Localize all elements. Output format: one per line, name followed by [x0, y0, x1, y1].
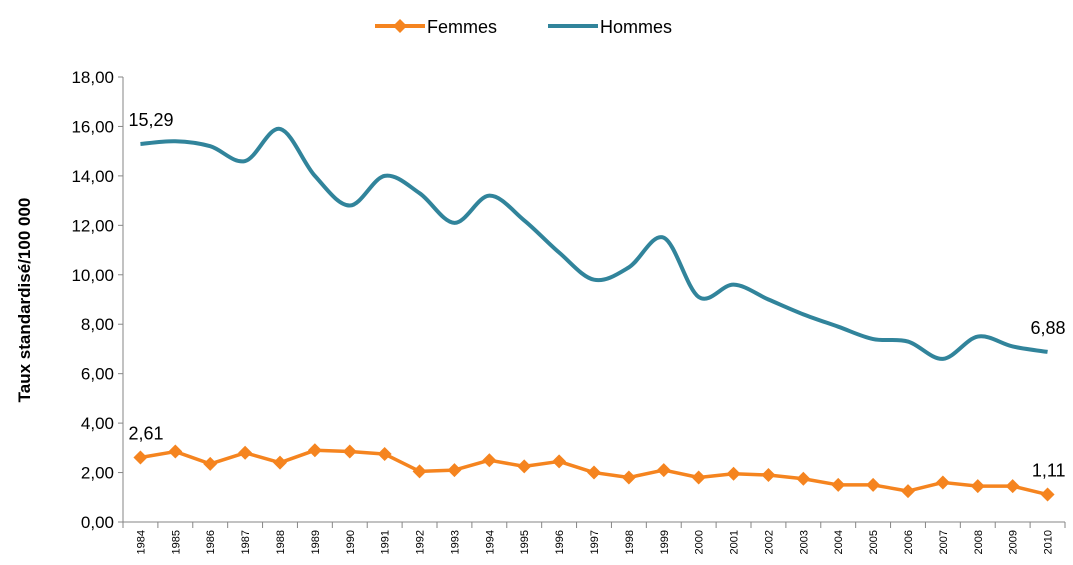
point: [447, 463, 462, 478]
x-tick-label: 1998: [624, 530, 636, 554]
x-tick-label: 1986: [205, 530, 217, 554]
y-tick-label: 18,00: [71, 68, 114, 87]
x-tick-label: 1987: [240, 530, 252, 554]
y-tick-label: 0,00: [81, 513, 114, 532]
point: [552, 454, 567, 469]
y-tick-label: 14,00: [71, 167, 114, 186]
x-tick-label: 1996: [554, 530, 566, 554]
y-tick-label: 8,00: [81, 315, 114, 334]
point: [587, 465, 601, 480]
x-tick-label: 2009: [1008, 530, 1020, 554]
point: [761, 468, 776, 483]
legend-label: Hommes: [600, 17, 672, 37]
point: [726, 466, 741, 481]
y-tick-label: 12,00: [71, 216, 114, 235]
point: [238, 445, 253, 460]
x-tick-label: 2002: [763, 530, 775, 554]
x-tick-label: 2001: [729, 530, 741, 554]
x-tick-label: 1993: [449, 530, 461, 554]
point: [482, 453, 497, 468]
x-tick-label: 1989: [310, 530, 322, 554]
x-tick-label: 1985: [170, 530, 182, 554]
data-label: 1,11: [1032, 461, 1066, 481]
x-tick-label: 2007: [938, 530, 950, 554]
point: [831, 477, 846, 492]
point: [866, 477, 881, 492]
x-tick-label: 2005: [868, 530, 880, 554]
y-tick-label: 6,00: [81, 365, 114, 384]
y-tick-label: 2,00: [81, 464, 114, 483]
y-axis-label: Taux standardisé/100 000: [15, 198, 34, 403]
x-tick-label: 2004: [833, 530, 845, 554]
x-tick-label: 2006: [903, 530, 915, 554]
y-tick-label: 4,00: [81, 414, 114, 433]
point: [901, 484, 915, 499]
point: [307, 443, 322, 458]
point: [377, 447, 392, 462]
point: [168, 444, 183, 459]
series-line: [140, 126, 1048, 361]
x-tick-label: 2008: [973, 530, 985, 554]
x-tick-label: 1995: [519, 530, 531, 554]
point: [273, 455, 287, 470]
x-tick-label: 2003: [798, 530, 810, 554]
data-label: 2,61: [128, 423, 163, 443]
point: [133, 450, 148, 465]
x-tick-label: 2000: [694, 530, 706, 554]
x-tick-label: 1994: [484, 530, 496, 554]
legend-marker: [393, 19, 407, 33]
data-label: 6,88: [1031, 318, 1066, 338]
y-tick-label: 16,00: [71, 117, 114, 136]
point: [656, 463, 671, 478]
point: [1040, 487, 1055, 502]
point: [342, 444, 357, 459]
point: [935, 475, 950, 490]
point: [796, 471, 811, 486]
x-tick-label: 2010: [1043, 530, 1055, 554]
x-tick-label: 1999: [659, 530, 671, 554]
point: [691, 470, 706, 485]
point: [517, 459, 532, 474]
legend-label: Femmes: [427, 17, 497, 37]
data-label: 15,29: [128, 110, 173, 130]
y-tick-label: 10,00: [71, 266, 114, 285]
x-tick-label: 1991: [380, 530, 392, 554]
point: [203, 456, 218, 471]
x-tick-label: 1990: [345, 530, 357, 554]
x-tick-label: 1988: [275, 530, 287, 554]
point: [970, 479, 985, 494]
point: [621, 470, 636, 485]
x-tick-label: 1992: [415, 530, 427, 554]
point: [1005, 479, 1020, 494]
point: [412, 464, 427, 479]
x-tick-label: 1984: [135, 530, 147, 554]
x-tick-label: 1997: [589, 530, 601, 554]
